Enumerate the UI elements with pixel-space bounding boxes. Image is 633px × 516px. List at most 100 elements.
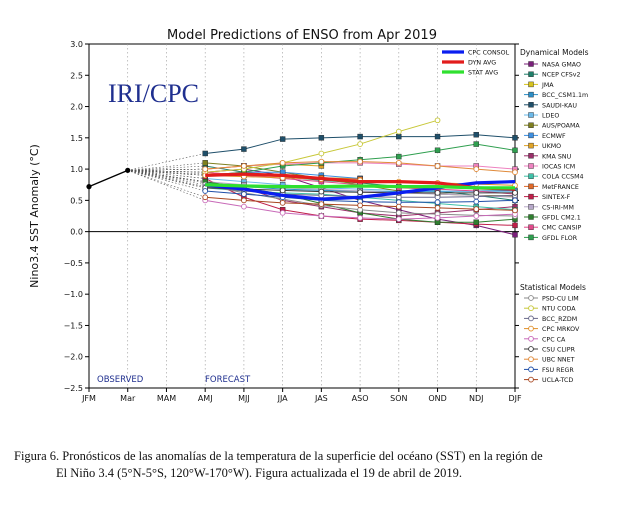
- legend-marker-csu-clipr: [528, 346, 534, 352]
- legend-label-bcc-rzdm: BCC_RZDM: [542, 316, 577, 323]
- point-saudi-kau: [357, 133, 363, 140]
- connector-cpc-mrkov: [127, 170, 206, 176]
- legend-label-ncep-cfsv2: NCEP CFSv2: [542, 72, 581, 79]
- legend-label-cpc-ca: CPC CA: [542, 336, 566, 343]
- connector-gfdl-cm2-1: [127, 170, 206, 182]
- legend-marker-ntu-coda: [528, 305, 534, 312]
- y-tick-label: 2.0: [70, 103, 83, 112]
- point-cpc-ca: [279, 210, 286, 216]
- legend-label-cpc-mrkov: CPC MRKOV: [542, 326, 580, 333]
- point-saudi-kau: [241, 146, 247, 152]
- y-tick-label: 3.0: [70, 40, 83, 49]
- caption-line-2: El Niño 3.4 (5°N-5°S, 120°W-170°W). Figu…: [56, 466, 463, 480]
- connector-ntu-coda: [127, 170, 206, 173]
- point-ntu-coda: [318, 150, 325, 157]
- y-tick-label: −1.0: [64, 290, 83, 299]
- legend-label-nasa-gmao: NASA GMAO: [542, 62, 581, 69]
- avg-line-cpc-consol: [205, 180, 516, 201]
- y-axis-label: Nino3.4 SST Anomaly (°C): [28, 144, 41, 288]
- legend-marker-ecmwf: [528, 132, 534, 139]
- series-layer: [86, 117, 518, 238]
- connector-bcc-csm1-1m: [127, 170, 206, 184]
- legend-marker-ubc-nnet: [528, 356, 534, 363]
- legend-label-csu-clipr: CSU CLIPR: [542, 347, 576, 354]
- connector-ubc-nnet: [127, 168, 206, 171]
- x-tick-label: DJF: [508, 394, 522, 403]
- connector-bcc-rzdm: [127, 170, 206, 187]
- legend-marker-aus-poama: [528, 122, 534, 128]
- point-ubc-nnet: [395, 159, 402, 166]
- point-aus-poama: [202, 160, 208, 166]
- point-csu-clipr: [473, 190, 480, 196]
- connector-fsu-regr: [127, 170, 206, 192]
- point-fsu-regr: [202, 188, 209, 194]
- x-tick-label: SON: [390, 394, 407, 403]
- legend-label-ntu-coda: NTU CODA: [542, 306, 576, 313]
- point-ubc-nnet: [434, 163, 441, 169]
- connector-psd-cu-lim: [127, 170, 206, 186]
- legend-marker-cmc-cansip: [528, 224, 534, 230]
- point-ubc-nnet: [357, 158, 363, 165]
- connector-csu-clipr: [127, 170, 206, 189]
- legend-marker-ukmo: [528, 142, 534, 149]
- y-axis: 3.0 2.5 2.0 1.5 1.0 0.5 0.0 −0.5 −1.0 −1.5 −2.0 −2.…: [64, 40, 519, 393]
- point-ucla-tcd: [512, 207, 518, 214]
- legend-marker-iocas-icm: [528, 163, 534, 169]
- legend-label-cmc-cansip: CMC CANSIP: [542, 225, 581, 232]
- observed-label: OBSERVED: [97, 375, 144, 385]
- point-saudi-kau: [318, 135, 325, 141]
- connector-saudi-kau: [127, 153, 206, 171]
- x-tick-label: ASO: [352, 394, 369, 403]
- legend-marker-bcc-rzdm: [528, 315, 534, 322]
- point-nasa-gmao: [512, 232, 518, 238]
- legend-label-dyn-avg: DYN AVG: [468, 60, 496, 67]
- legend-label-ldeo: LDEO: [542, 113, 559, 120]
- legend-label-gfdl-flor: GFDL FLOR: [542, 235, 578, 242]
- y-tick-label: −2.5: [64, 384, 83, 393]
- legend-marker-jma: [528, 81, 534, 88]
- point-cpc-ca: [473, 213, 480, 219]
- legend-label-sintex-f: SINTEX-F: [542, 194, 571, 201]
- legend-label-gfdl-cm2-1: GFDL CM2.1: [542, 215, 581, 222]
- legend-label-stat-avg: STAT AVG: [468, 70, 498, 77]
- legend-marker-saudi-kau: [528, 102, 534, 108]
- point-ubc-nnet: [512, 169, 518, 176]
- point-sintex-f: [512, 222, 518, 229]
- legend-marker-ldeo: [528, 112, 534, 118]
- legend-marker-cpc-ca: [528, 335, 534, 342]
- legend-statistical-title: Statistical Models: [520, 283, 586, 292]
- legend-marker-bcc-csm1-1m: [528, 91, 534, 98]
- legend-label-metfrance: MetFRANCE: [542, 184, 579, 191]
- point-gfdl-flor: [396, 153, 402, 160]
- point-ucla-tcd: [279, 200, 286, 206]
- x-tick-label: MAM: [157, 394, 176, 403]
- legend-marker-kma-snu: [528, 153, 534, 159]
- legend-marker-metfrance: [528, 183, 534, 190]
- point-csu-clipr: [512, 190, 518, 196]
- legend-label-kma-snu: KMA SNU: [542, 153, 572, 160]
- point-saudi-kau: [202, 150, 208, 157]
- legend-label-cola-ccsm4: COLA CCSM4: [542, 174, 584, 181]
- iri-cpc-watermark: IRI/CPC: [108, 79, 199, 108]
- y-tick-label: 0.0: [70, 228, 83, 237]
- connector-sintex-f: [127, 170, 206, 179]
- point-gfdl-flor: [434, 147, 441, 154]
- legend-label-saudi-kau: SAUDI-KAU: [542, 102, 577, 109]
- point-fsu-regr: [512, 197, 518, 204]
- y-tick-label: −1.5: [64, 321, 83, 330]
- point-ubc-nnet: [279, 159, 286, 166]
- point-saudi-kau: [512, 135, 518, 141]
- legend-marker-cola-ccsm4: [528, 173, 534, 179]
- point-fsu-regr: [473, 198, 480, 205]
- point-saudi-kau: [279, 136, 286, 142]
- connector-metfrance: [127, 170, 206, 175]
- point-ubc-nnet: [473, 166, 480, 172]
- legend-marker-ncep-cfsv2: [528, 71, 534, 77]
- legend-marker-cs-iri-mm: [528, 204, 534, 210]
- x-tick-label: JFM: [81, 394, 96, 403]
- legend-label-cpc-consol: CPC CONSOL: [468, 50, 510, 57]
- observed-line: [88, 169, 128, 188]
- y-tick-label: 0.5: [70, 196, 83, 205]
- legend-averages: CPC CONSOL DYN AVG STAT AVG: [442, 50, 510, 77]
- caption-line-1: Figura 6. Pronósticos de las anomalías d…: [14, 449, 543, 463]
